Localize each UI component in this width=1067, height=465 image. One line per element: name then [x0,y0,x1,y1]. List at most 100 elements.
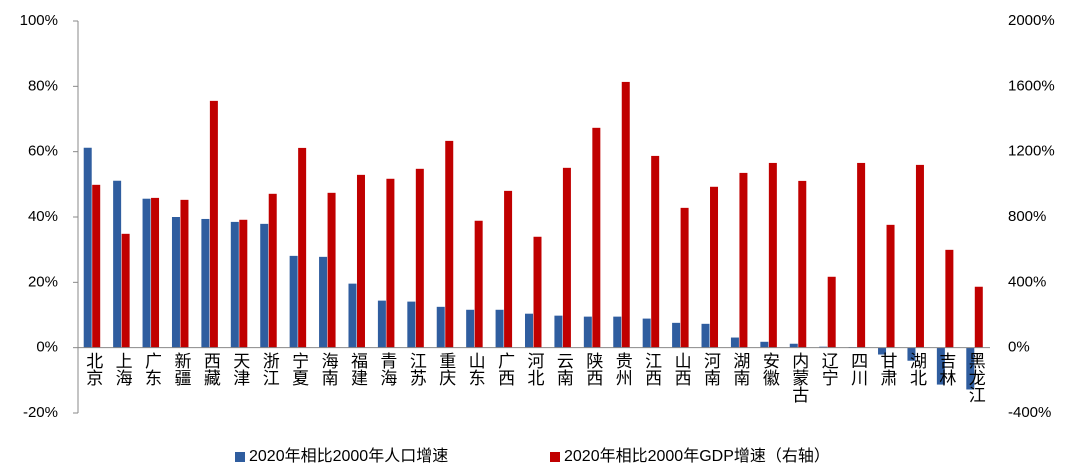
bar [730,337,739,348]
x-tick-label: 广西 [495,352,515,386]
x-tick-label: 陕西 [583,352,602,386]
bar [377,300,386,348]
x-tick-label: 天津 [230,352,250,386]
bar [562,167,571,348]
y-tick-label: -20% [23,404,58,421]
x-tick-label: 西藏 [201,352,221,387]
x-tick-label: 新疆 [171,352,191,386]
x-tick-label: 宁夏 [289,352,309,386]
x-tick-label: 贵州 [613,352,633,386]
bar [907,347,916,361]
bar [966,347,975,390]
x-tick-label: 安徽 [760,352,780,386]
x-tick-label: 河南 [701,352,721,386]
x-tick-label: 上海 [113,352,132,387]
x-tick-label: 山西 [672,352,691,386]
x-tick-label: 辽宁 [819,352,839,386]
y-tick-label: 100% [20,12,58,29]
bar [878,347,887,355]
bar [945,249,954,348]
bar [209,100,218,348]
y2-tick-label: 1200% [1008,143,1055,160]
bar [151,197,160,348]
bar [356,174,365,348]
bar [495,309,504,348]
bar [554,315,563,348]
legend-swatch [550,452,560,462]
bar [642,318,651,348]
bar [936,347,945,385]
x-tick-label: 北京 [83,352,103,387]
bar [239,219,248,348]
x-tick-label: 内蒙古 [789,352,809,403]
x-tick-label: 山东 [466,352,485,386]
bar [701,323,710,348]
bar [327,192,336,348]
x-tick-label: 浙江 [260,352,280,386]
bar [180,199,189,348]
bar [504,190,513,348]
bar [915,164,924,348]
bar [83,147,92,348]
bar [672,322,681,348]
bar [525,313,533,348]
x-tick-label: 海南 [319,352,339,386]
x-tick-label: 江西 [642,352,662,386]
x-tick-label: 广东 [142,352,162,386]
bar [592,127,601,348]
y2-tick-label: 1600% [1008,77,1055,94]
bar [768,162,777,348]
bar [142,198,151,348]
x-tick-label: 江苏 [407,352,427,387]
bar [474,220,483,348]
bar [710,186,719,348]
bar [113,180,122,348]
bar [121,233,130,348]
x-tick-label: 吉林 [936,352,956,386]
y-tick-label: 20% [28,273,58,290]
y2-tick-label: 2000% [1008,12,1055,29]
y-tick-label: 0% [36,339,58,356]
x-tick-label: 四川 [848,352,868,386]
bar [436,306,445,348]
bar [268,193,277,348]
x-tick-label: 河北 [525,352,545,386]
bar [739,172,748,348]
x-tick-label: 重庆 [436,352,456,386]
y2-tick-label: 800% [1008,208,1046,225]
y-tick-label: 40% [28,208,58,225]
bar [533,236,542,348]
bar [798,180,807,348]
bar [583,316,592,348]
x-tick-label: 湖南 [730,352,750,386]
bar [386,178,395,348]
bar [466,309,475,348]
bar [348,283,357,348]
bar [760,341,769,348]
x-tick-label: 福建 [348,352,368,386]
y2-tick-label: 400% [1008,273,1046,290]
y2-tick-label: -400% [1008,404,1051,421]
bar [445,140,454,348]
x-tick-label: 甘肃 [878,352,898,386]
x-tick-label: 黑龙江 [966,352,986,403]
y-tick-label: 80% [28,77,58,94]
bar [680,207,689,348]
bar [298,147,307,348]
bar [886,224,895,348]
bar [827,276,836,348]
bar [289,255,298,348]
bar [621,81,630,348]
y2-tick-label: 0% [1008,339,1030,356]
bar [260,223,269,348]
bar [857,162,866,348]
x-tick-label: 云南 [554,352,574,386]
bar [319,256,328,348]
x-tick-label: 湖北 [907,352,927,386]
bar [407,301,416,348]
bar [651,155,660,348]
bar [230,221,239,348]
bar [415,168,424,348]
bar [201,218,210,348]
